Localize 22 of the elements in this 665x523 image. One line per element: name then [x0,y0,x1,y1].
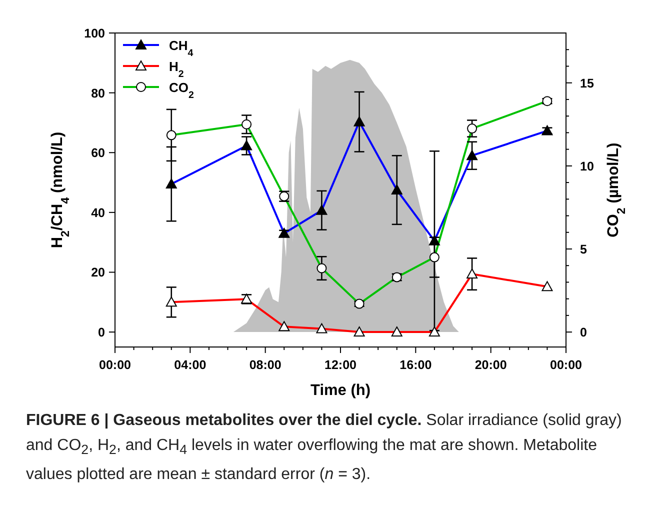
legend-label: H$_{2}$ [169,59,184,80]
y-tick-label: 100 [84,26,106,40]
y-tick-label: 0 [98,326,106,340]
y2-tick-label: 5 [580,242,587,256]
x-tick-label: 16:00 [400,358,432,372]
y2-tick-label: 15 [580,76,594,90]
x-tick-label: 20:00 [474,358,507,372]
x-tick-label: 12:00 [324,358,357,372]
y2-tick-label: 10 [580,159,594,174]
x-axis-title: Time (h) [310,382,370,399]
y-tick-label: 20 [91,266,106,280]
legend-label: CH$_{4}$ [169,38,194,58]
text: FIGURE 6 | Gaseous metabolites over the diel cycle. [26,412,422,429]
x-tick-label: 00:00 [99,358,132,372]
x-tick-label: 08:00 [249,358,282,372]
legend-label: CO$_{2}$ [169,80,194,100]
x-tick-label: 00:00 [550,358,582,372]
y-tick-label: 80 [91,86,106,100]
y-tick-label: 40 [91,206,106,220]
y-tick-label: 60 [91,146,106,160]
y2-tick-label: 0 [580,326,587,340]
x-tick-label: 04:00 [174,358,206,372]
